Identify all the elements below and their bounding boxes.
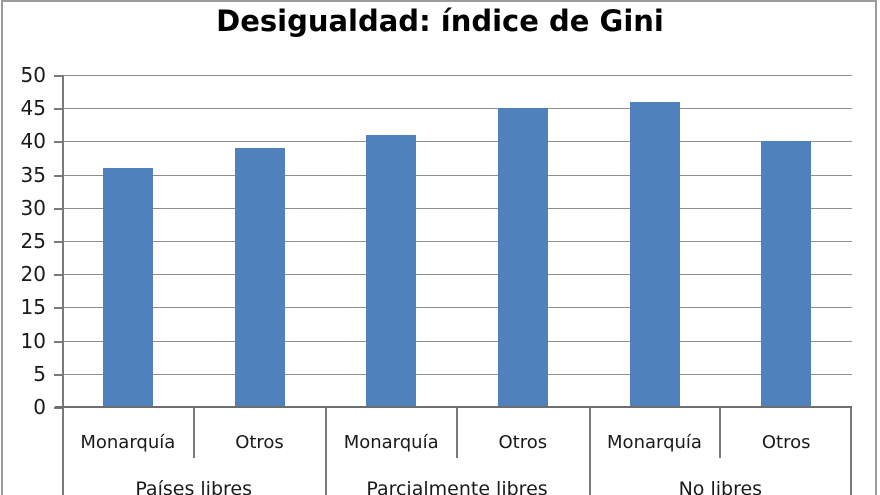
category-label-1: Otros [235,432,284,453]
y-tick-45 [54,108,62,110]
gridline-20 [62,274,852,275]
category-label-3: Otros [498,432,548,453]
category-separator [193,408,195,458]
y-tick-5 [54,374,62,376]
gridline-40 [62,141,852,142]
y-tick-label-10: 10 [20,329,46,353]
gridline-35 [62,175,852,176]
y-tick-50 [54,75,62,77]
plot-area [54,75,852,409]
gridline-25 [62,241,852,242]
group-separator [62,408,64,495]
gridline-5 [62,374,852,375]
bar-no-libres-monarquía [630,102,680,407]
gridline-10 [62,341,852,342]
gridline-45 [62,108,852,109]
y-tick-label-35: 35 [20,163,46,187]
y-tick-label-25: 25 [20,229,46,253]
y-tick-label-50: 50 [20,63,46,87]
group-separator [850,408,852,495]
y-tick-label-0: 0 [33,395,46,419]
bar-parcialmente-libres-monarquía [366,135,416,407]
gridline-50 [62,75,852,76]
bar-países-libres-otros [235,148,285,407]
category-separator [719,408,721,458]
y-tick-label-5: 5 [33,362,46,386]
y-tick-15 [54,307,62,309]
y-axis-line [62,75,64,408]
category-label-4: Monarquía [607,432,702,453]
gridline-30 [62,208,852,209]
y-tick-label-45: 45 [20,96,46,120]
y-tick-label-30: 30 [20,196,46,220]
y-tick-30 [54,208,62,210]
y-tick-label-20: 20 [20,262,46,286]
bar-parcialmente-libres-otros [498,108,548,407]
y-tick-label-15: 15 [20,295,46,319]
y-tick-35 [54,175,62,177]
group-label-no-libres: No libres [678,478,763,495]
category-label-2: Monarquía [343,432,439,453]
y-tick-40 [54,141,62,143]
bar-países-libres-monarquía [103,168,153,407]
category-label-0: Monarquía [80,432,176,453]
group-separator [325,408,327,495]
y-tick-0 [54,407,62,409]
y-axis-labels: 0 5 10 15 20 25 30 35 40 45 50 [0,63,46,419]
y-tick-20 [54,274,62,276]
y-tick-label-40: 40 [20,129,46,153]
category-separator [456,408,458,458]
category-axis: Monarquía Otros Monarquía Otros Monarquía Otr… [62,408,852,495]
chart-title: Desigualdad: índice de Gini [216,4,664,38]
bar-no-libres-otros [761,141,811,407]
category-label-5: Otros [761,432,811,453]
y-tick-25 [54,241,62,243]
y-tick-10 [54,341,62,343]
group-label-parcialmente-libres: Parcialmente libres [366,478,548,495]
gridline-15 [62,307,852,308]
group-separator [589,408,591,495]
group-label-países-libres: Países libres [135,478,252,495]
x-axis-line [55,406,852,408]
